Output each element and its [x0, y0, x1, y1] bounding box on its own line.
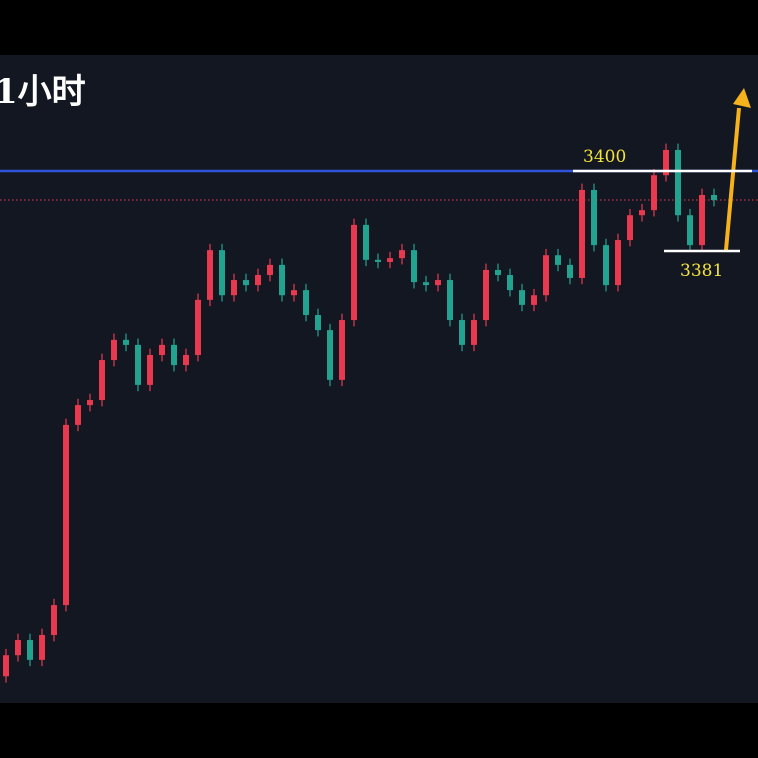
candle-body [99, 360, 105, 401]
candle-body [399, 250, 405, 259]
candle-body [363, 224, 369, 260]
level-label: 3400 [583, 147, 626, 167]
candle-body [663, 149, 669, 176]
candle-body [639, 210, 645, 216]
candle-body [219, 250, 225, 296]
candle-body [423, 282, 429, 286]
candle-body [195, 299, 201, 355]
candle-body [483, 269, 489, 321]
candle-body [231, 280, 237, 296]
candle-body [3, 655, 9, 677]
candle-body [579, 189, 585, 278]
arrow-shaft [724, 107, 741, 251]
candle-body [375, 259, 381, 262]
candle-body [711, 195, 717, 201]
candle-body [651, 175, 657, 211]
candle-body [87, 400, 93, 406]
candle-body [627, 215, 633, 241]
candle-body [291, 290, 297, 296]
candle-body [111, 339, 117, 361]
candle-body [123, 339, 129, 345]
candle-body [315, 315, 321, 331]
candle-body [159, 344, 165, 355]
arrow [724, 88, 751, 251]
candle-body [507, 275, 513, 291]
candle-body [27, 640, 33, 660]
candle-body [447, 280, 453, 321]
candle-body [135, 344, 141, 385]
candle-body [387, 258, 393, 262]
candle-body [567, 264, 573, 278]
candle-body [459, 320, 465, 345]
candle-body [15, 640, 21, 656]
candle-body [327, 330, 333, 380]
candle-body [519, 290, 525, 305]
chart-layer [0, 143, 758, 683]
candle-body [615, 240, 621, 286]
candle-body [591, 189, 597, 246]
candle-body [147, 355, 153, 385]
candle-body [603, 245, 609, 286]
candle-body [471, 320, 477, 345]
candle-body [183, 355, 189, 366]
candle-body [435, 280, 441, 286]
arrow-head [733, 88, 751, 108]
candle-body [243, 280, 249, 286]
candle-body [75, 405, 81, 425]
candle-body [63, 424, 69, 606]
candle-body [675, 149, 681, 216]
candle-body [687, 215, 693, 246]
chart-title: 1小时 [0, 72, 86, 112]
candle-body [495, 269, 501, 275]
candle-body [303, 290, 309, 315]
candle-body [339, 320, 345, 380]
level-label: 3381 [680, 261, 723, 281]
plot-area [0, 55, 758, 703]
candle-body [267, 264, 273, 275]
candle-body [207, 250, 213, 300]
candle-body [555, 255, 561, 265]
candle-body [699, 195, 705, 246]
candle-body [171, 344, 177, 366]
candle-body [411, 250, 417, 283]
candle-body [279, 264, 285, 296]
candle-body [255, 275, 261, 286]
candle-body [543, 255, 549, 296]
candle-body [51, 605, 57, 635]
candle-body [39, 635, 45, 660]
candle-body [351, 224, 357, 321]
candle-body [531, 295, 537, 305]
